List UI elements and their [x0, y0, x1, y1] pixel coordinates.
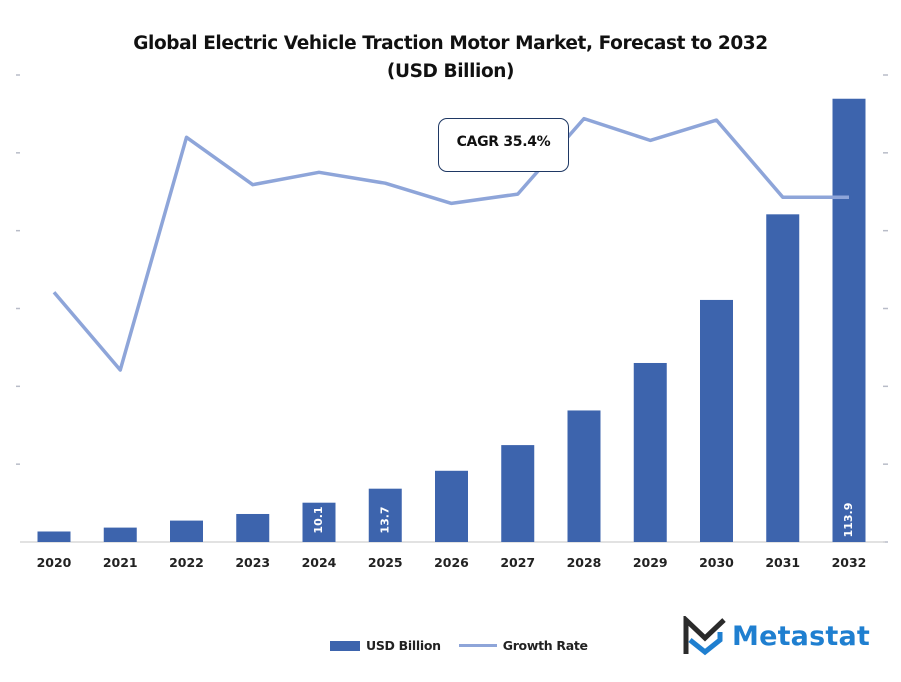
legend-swatch-bar — [330, 640, 360, 651]
bar-2021 — [103, 527, 137, 542]
bar-2031 — [766, 214, 800, 543]
legend-label-usd: USD Billion — [366, 638, 441, 653]
bar-2027 — [501, 445, 535, 542]
subtitle-line: (USD Billion) — [386, 61, 515, 82]
title-line: Global Electric Vehicle Traction Motor M… — [133, 33, 768, 54]
bar-data-label-2032: 113.9 — [842, 503, 855, 538]
legend-label-growth: Growth Rate — [502, 638, 588, 653]
bar-2028 — [567, 410, 601, 542]
x-tick-label-2031: 2031 — [765, 555, 800, 570]
x-tick-label-2032: 2032 — [832, 555, 867, 570]
cagr-text: CAGR 35.4% — [456, 134, 551, 150]
bar-2030 — [700, 299, 733, 542]
metastat-m-icon — [683, 616, 726, 656]
right-axis-ticks — [883, 74, 888, 543]
x-tick-label-2028: 2028 — [567, 555, 602, 570]
bar-labels-group: 10.1 13.7 113.9 — [312, 503, 855, 538]
left-axis-ticks — [16, 74, 20, 465]
bar-2022 — [170, 520, 203, 542]
chart-title: Global Electric Vehicle Traction Motor M… — [0, 30, 901, 86]
logo-text: Metastat — [732, 620, 871, 652]
legend-swatch-line — [458, 644, 497, 647]
bar-2024 — [302, 502, 336, 542]
x-tick-label-2026: 2026 — [434, 555, 469, 570]
metastat-logo: Metastat — [682, 616, 870, 656]
bar-data-label-2025: 13.7 — [378, 506, 391, 533]
bar-2026 — [435, 470, 468, 542]
x-tick-label-2025: 2025 — [368, 555, 403, 570]
legend: USD Billion Growth Rate — [330, 638, 588, 653]
growth-rate-line — [52, 116, 849, 372]
cagr-annotation: CAGR 35.4% — [438, 118, 569, 172]
x-axis-ticks: 2020 2021 2022 2023 2024 2025 2026 2027 2028 2029… — [37, 555, 867, 570]
bars-group — [37, 98, 866, 543]
x-tick-label-2027: 2027 — [500, 555, 535, 570]
bar-data-label-2024: 10.1 — [312, 506, 325, 533]
bar-2020 — [37, 531, 71, 542]
x-tick-label-2021: 2021 — [103, 555, 138, 570]
x-tick-label-2023: 2023 — [235, 555, 270, 570]
bar-2025 — [368, 488, 402, 542]
bar-2032 — [832, 98, 866, 542]
bar-2029 — [633, 362, 667, 542]
x-tick-label-2024: 2024 — [302, 555, 337, 570]
x-tick-label-2030: 2030 — [699, 555, 734, 570]
x-tick-label-2029: 2029 — [633, 555, 668, 570]
x-tick-label-2022: 2022 — [169, 555, 204, 570]
x-tick-label-2020: 2020 — [37, 555, 72, 570]
bar-2023 — [236, 513, 270, 542]
